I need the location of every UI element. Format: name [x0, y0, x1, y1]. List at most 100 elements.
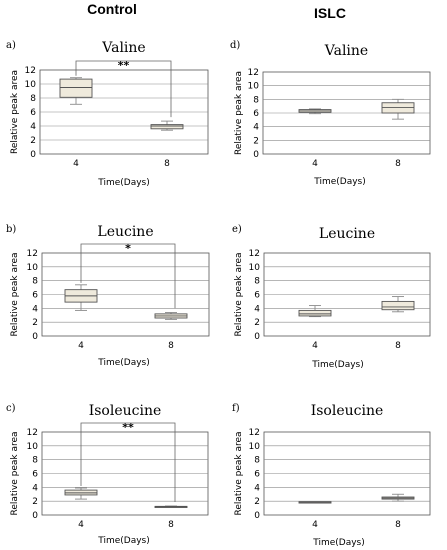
y-tick-label: 8 [254, 277, 260, 287]
x-tick-label: 4 [312, 520, 318, 530]
y-tick-label: 12 [25, 66, 36, 76]
x-tick-label: 4 [78, 520, 84, 530]
y-tick-label: 12 [27, 428, 38, 438]
y-tick-label: 10 [27, 442, 39, 452]
y-tick-label: 6 [254, 470, 260, 480]
y-axis-label: Relative peak area [234, 71, 244, 155]
y-tick-label: 6 [32, 291, 38, 301]
box-4 [298, 305, 332, 318]
x-tick-label: 8 [168, 520, 174, 530]
significance-bracket [80, 243, 176, 309]
box-iqr [298, 309, 332, 317]
x-axis-label: Time(Days) [312, 538, 365, 548]
panel-letter: a) [6, 40, 16, 51]
y-tick-label: 4 [253, 123, 259, 133]
y-tick-label: 8 [253, 95, 259, 105]
chart-title: Valine [324, 43, 368, 59]
y-tick-label: 2 [254, 497, 260, 507]
y-tick-label: 6 [32, 470, 38, 480]
box-4 [298, 108, 332, 115]
box-8 [381, 98, 415, 120]
y-tick-label: 4 [32, 483, 38, 493]
y-tick-label: 10 [25, 80, 37, 90]
y-tick-label: 12 [249, 428, 260, 438]
column-header-control: Control [87, 1, 137, 17]
x-axis-label: Time(Days) [97, 358, 150, 368]
y-tick-label: 8 [254, 456, 260, 466]
chart-title: Valine [101, 40, 145, 56]
y-tick-label: 8 [30, 94, 36, 104]
y-tick-label: 6 [253, 109, 259, 119]
box-4 [64, 284, 98, 311]
y-tick-label: 10 [249, 263, 261, 273]
box-iqr [381, 300, 415, 311]
x-tick-label: 4 [78, 341, 84, 351]
chart-title: Isoleucine [89, 403, 162, 419]
y-tick-label: 4 [254, 483, 260, 493]
x-tick-label: 8 [395, 159, 401, 169]
x-tick-label: 8 [168, 341, 174, 351]
panel-letter: b) [6, 224, 16, 235]
x-tick-label: 4 [312, 341, 318, 351]
y-axis-label: Relative peak area [234, 431, 244, 515]
x-axis-label: Time(Days) [97, 178, 150, 188]
y-tick-label: 12 [248, 68, 259, 78]
y-tick-label: 2 [253, 136, 259, 146]
x-tick-label: 8 [395, 341, 401, 351]
panel-letter: d) [230, 40, 240, 51]
y-axis-label: Relative peak area [10, 252, 20, 336]
y-axis-label: Relative peak area [10, 70, 20, 154]
y-tick-label: 4 [32, 304, 38, 314]
y-tick-label: 12 [27, 249, 38, 259]
column-header-islc: ISLC [314, 5, 346, 21]
box-4 [59, 77, 93, 105]
y-axis-label: Relative peak area [10, 431, 20, 515]
box-4 [298, 501, 332, 504]
panel-e: e) Leucine 0 2 4 6 8 10 12 Relative peak area 4 8 Ti… [232, 224, 431, 370]
y-tick-label: 2 [254, 318, 260, 328]
box-8 [154, 312, 188, 320]
significance-bracket [80, 422, 176, 503]
y-tick-label: 4 [254, 304, 260, 314]
y-tick-label: 12 [249, 249, 260, 259]
significance-marker: ** [122, 421, 134, 434]
panel-d: d) Valine 0 2 4 6 8 10 12 Relative peak area 4 8 Tim… [230, 40, 431, 187]
y-tick-label: 10 [248, 82, 260, 92]
box-iqr [59, 78, 93, 98]
y-tick-label: 10 [249, 442, 261, 452]
chart-title: Leucine [97, 224, 153, 240]
y-tick-label: 2 [32, 497, 38, 507]
panel-b: b) Leucine 0 2 4 6 8 10 12 Relative peak area 4 8 Ti… [6, 224, 210, 368]
panel-f: f) Isoleucine 0 2 4 6 8 10 12 Relative peak area 4… [232, 403, 431, 548]
y-tick-label: 10 [27, 263, 39, 273]
y-tick-label: 6 [30, 108, 36, 118]
x-axis-label: Time(Days) [313, 177, 366, 187]
y-tick-label: 2 [32, 318, 38, 328]
panel-a: a) Valine 0 2 4 6 8 10 12 Relative peak area 4 8 Tim… [6, 40, 209, 188]
box-4 [64, 487, 98, 500]
x-tick-label: 4 [73, 159, 79, 169]
y-tick-label: 0 [254, 511, 260, 521]
panel-letter: e) [232, 224, 242, 235]
y-tick-label: 0 [254, 332, 260, 342]
significance-marker: ** [118, 59, 130, 72]
box-iqr [150, 124, 184, 130]
significance-bracket [75, 60, 172, 118]
y-axis-label: Relative peak area [234, 252, 244, 336]
panel-letter: c) [6, 403, 16, 414]
x-tick-label: 8 [164, 159, 170, 169]
y-tick-label: 0 [32, 332, 38, 342]
y-tick-label: 0 [30, 150, 36, 160]
x-tick-label: 4 [312, 159, 318, 169]
chart-title: Leucine [319, 226, 375, 242]
box-8 [381, 296, 415, 313]
x-tick-label: 8 [395, 520, 401, 530]
y-tick-label: 0 [32, 511, 38, 521]
box-8 [154, 505, 188, 509]
x-axis-label: Time(Days) [97, 536, 150, 546]
panel-c: c) Isoleucine 0 2 4 6 8 10 12 Relative peak area 4… [6, 403, 209, 546]
x-axis-label: Time(Days) [311, 360, 364, 370]
box-8 [150, 120, 184, 131]
chart-title: Isoleucine [311, 403, 384, 419]
